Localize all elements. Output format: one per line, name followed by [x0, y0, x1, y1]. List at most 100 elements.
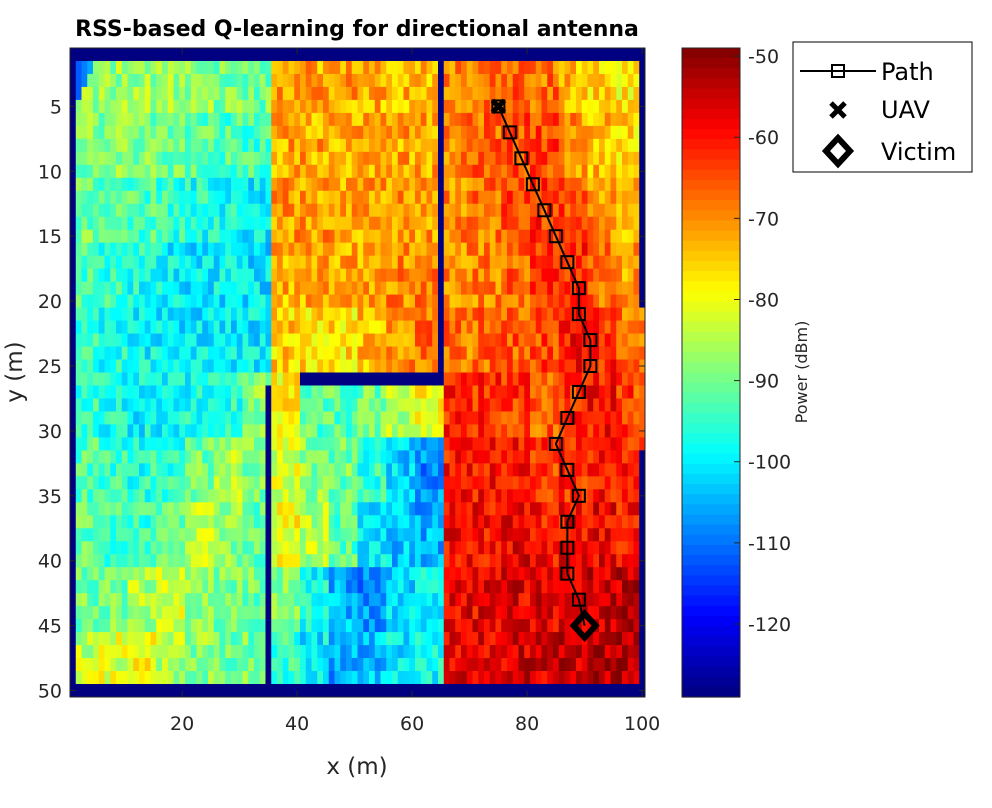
heatmap-cell — [403, 437, 410, 451]
heatmap-cell — [323, 229, 330, 244]
heatmap-cell — [530, 684, 537, 698]
heatmap-cell — [254, 671, 261, 685]
heatmap-cell — [530, 190, 537, 205]
heatmap-cell — [622, 463, 629, 477]
heatmap-cell — [305, 346, 312, 360]
heatmap-cell — [420, 268, 427, 283]
heatmap-cell — [139, 606, 146, 620]
heatmap-cell — [236, 73, 243, 88]
heatmap-cell — [576, 48, 583, 62]
heatmap-cell — [317, 359, 324, 373]
heatmap-cell — [357, 320, 364, 334]
heatmap-cell — [466, 528, 473, 542]
heatmap-cell — [409, 606, 416, 620]
heatmap-cell — [70, 593, 77, 607]
heatmap-cell — [259, 164, 266, 179]
heatmap-cell — [484, 658, 491, 672]
heatmap-cell — [87, 255, 94, 270]
heatmap-cell — [547, 515, 554, 529]
heatmap-cell — [127, 411, 134, 425]
heatmap-cell — [426, 580, 433, 594]
heatmap-cell — [259, 411, 266, 425]
heatmap-cell — [438, 164, 445, 179]
heatmap-cell — [507, 372, 514, 386]
heatmap-cell — [564, 268, 571, 283]
heatmap-cell — [380, 346, 387, 360]
heatmap-cell — [300, 190, 307, 205]
heatmap-cell — [75, 528, 82, 542]
heatmap-cell — [127, 281, 134, 296]
heatmap-cell — [351, 437, 358, 451]
heatmap-cell — [570, 73, 577, 88]
heatmap-cell — [461, 450, 468, 464]
heatmap-cell — [110, 333, 117, 347]
heatmap-cell — [466, 463, 473, 477]
heatmap-cell — [282, 60, 289, 75]
heatmap-cell — [208, 333, 215, 347]
heatmap-cell — [81, 567, 88, 581]
heatmap-cell — [438, 567, 445, 581]
heatmap-cell — [524, 203, 531, 218]
heatmap-cell — [363, 86, 370, 101]
heatmap-cell — [570, 450, 577, 464]
heatmap-cell — [277, 229, 284, 244]
heatmap-cell — [610, 463, 617, 477]
heatmap-cell — [403, 242, 410, 257]
heatmap-cell — [173, 151, 180, 166]
heatmap-cell — [236, 320, 243, 334]
heatmap-cell — [553, 489, 560, 503]
heatmap-cell — [179, 333, 186, 347]
heatmap-cell — [317, 320, 324, 334]
heatmap-cell — [576, 99, 583, 114]
heatmap-cell — [219, 216, 226, 231]
heatmap-cell — [98, 281, 105, 296]
heatmap-cell — [334, 359, 341, 373]
heatmap-cell — [443, 372, 450, 386]
heatmap-cell — [570, 112, 577, 127]
heatmap-cell — [599, 177, 606, 192]
heatmap-cell — [144, 411, 151, 425]
heatmap-cell — [254, 463, 261, 477]
heatmap-cell — [311, 307, 318, 321]
heatmap-cell — [259, 307, 266, 321]
heatmap-cell — [369, 372, 376, 386]
heatmap-cell — [553, 528, 560, 542]
heatmap-cell — [363, 645, 370, 659]
heatmap-cell — [87, 476, 94, 490]
heatmap-cell — [208, 190, 215, 205]
heatmap-cell — [271, 268, 278, 283]
heatmap-cell — [259, 255, 266, 270]
heatmap-cell — [374, 73, 381, 88]
heatmap-cell — [277, 385, 284, 399]
heatmap-cell — [455, 294, 462, 308]
heatmap-cell — [622, 164, 629, 179]
heatmap-cell — [81, 138, 88, 153]
heatmap-cell — [461, 48, 468, 62]
heatmap-cell — [576, 450, 583, 464]
heatmap-cell — [530, 164, 537, 179]
heatmap-cell — [633, 645, 640, 659]
heatmap-cell — [98, 346, 105, 360]
heatmap-cell — [455, 554, 462, 568]
heatmap-cell — [323, 307, 330, 321]
heatmap-cell — [489, 372, 496, 386]
heatmap-cell — [231, 671, 238, 685]
heatmap-cell — [300, 684, 307, 698]
heatmap-cell — [162, 346, 169, 360]
heatmap-cell — [150, 190, 157, 205]
heatmap-cell — [455, 684, 462, 698]
heatmap-cell — [386, 73, 393, 88]
heatmap-cell — [196, 359, 203, 373]
heatmap-cell — [530, 385, 537, 399]
heatmap-cell — [208, 73, 215, 88]
heatmap-cell — [104, 164, 111, 179]
heatmap-cell — [104, 60, 111, 75]
heatmap-cell — [484, 255, 491, 270]
heatmap-cell — [277, 502, 284, 516]
heatmap-cell — [225, 151, 232, 166]
heatmap-cell — [501, 307, 508, 321]
heatmap-cell — [627, 593, 634, 607]
heatmap-cell — [564, 424, 571, 438]
heatmap-cell — [104, 229, 111, 244]
heatmap-cell — [81, 450, 88, 464]
